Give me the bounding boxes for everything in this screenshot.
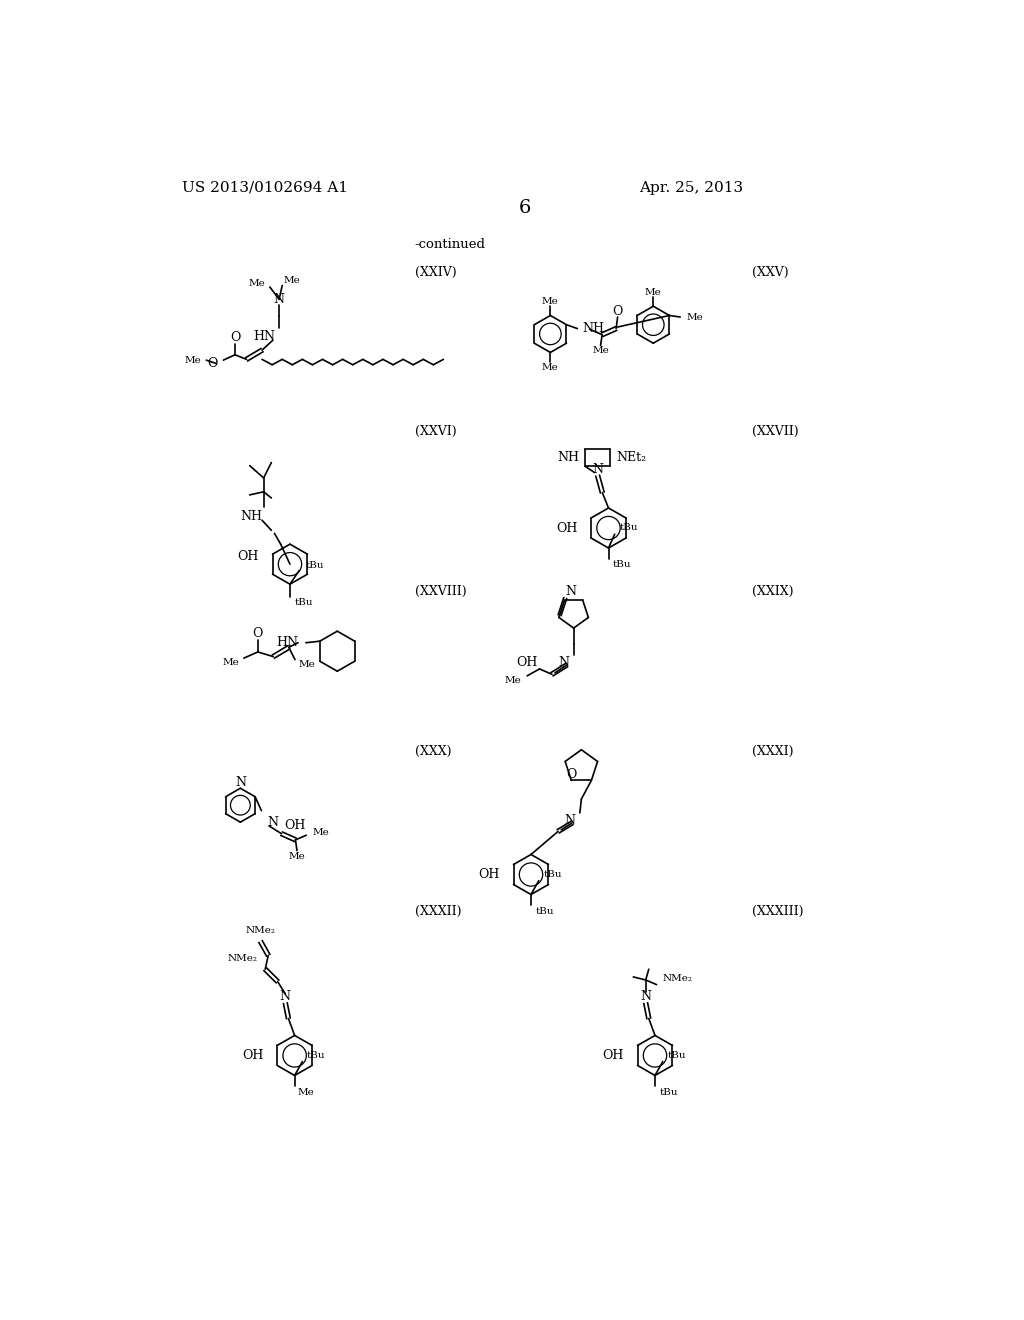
- Text: Me: Me: [298, 660, 314, 669]
- Text: (XXX): (XXX): [415, 744, 452, 758]
- Text: tBu: tBu: [668, 1051, 686, 1060]
- Text: (XXVI): (XXVI): [415, 425, 457, 438]
- Text: NH: NH: [582, 322, 604, 335]
- Text: Me: Me: [185, 355, 202, 364]
- Text: tBu: tBu: [305, 561, 324, 570]
- Text: 6: 6: [518, 199, 531, 218]
- Text: (XXV): (XXV): [752, 265, 788, 279]
- Text: Me: Me: [312, 828, 330, 837]
- Text: O: O: [253, 627, 263, 640]
- Text: O: O: [612, 305, 623, 318]
- Text: (XXXIII): (XXXIII): [752, 906, 804, 917]
- Text: Me: Me: [298, 1088, 314, 1097]
- Text: NH: NH: [240, 510, 262, 523]
- Text: Me: Me: [284, 276, 300, 285]
- Text: Me: Me: [645, 288, 662, 297]
- Text: N: N: [234, 776, 246, 788]
- Text: NH: NH: [557, 451, 579, 465]
- Text: OH: OH: [603, 1049, 624, 1063]
- Text: OH: OH: [516, 656, 538, 669]
- Text: (XXVII): (XXVII): [752, 425, 799, 438]
- Text: tBu: tBu: [295, 598, 313, 607]
- Text: NMe₂: NMe₂: [227, 954, 257, 962]
- Text: Apr. 25, 2013: Apr. 25, 2013: [640, 181, 743, 194]
- Text: tBu: tBu: [613, 561, 632, 569]
- Text: Me: Me: [686, 313, 703, 322]
- Text: (XXIX): (XXIX): [752, 585, 794, 598]
- Text: Me: Me: [542, 363, 559, 371]
- Text: N: N: [640, 990, 651, 1003]
- Text: OH: OH: [238, 550, 259, 564]
- Text: US 2013/0102694 A1: US 2013/0102694 A1: [182, 181, 348, 194]
- Text: N: N: [565, 585, 577, 598]
- Text: (XXXI): (XXXI): [752, 744, 794, 758]
- Text: N: N: [592, 463, 603, 477]
- Text: Me: Me: [249, 279, 265, 288]
- Text: N: N: [273, 293, 285, 306]
- Text: NMe₂: NMe₂: [246, 927, 275, 935]
- Text: OH: OH: [285, 820, 306, 833]
- Text: (XXVIII): (XXVIII): [415, 585, 466, 598]
- Text: OH: OH: [556, 521, 578, 535]
- Text: N: N: [267, 816, 279, 829]
- Text: Me: Me: [289, 853, 305, 861]
- Text: (XXIV): (XXIV): [415, 265, 457, 279]
- Text: (XXXII): (XXXII): [415, 906, 461, 917]
- Text: NMe₂: NMe₂: [663, 974, 693, 983]
- Text: Me: Me: [504, 676, 521, 685]
- Text: -continued: -continued: [415, 238, 485, 251]
- Text: OH: OH: [243, 1049, 263, 1063]
- Text: N: N: [564, 814, 575, 828]
- Text: NEt₂: NEt₂: [616, 451, 646, 465]
- Text: tBu: tBu: [659, 1088, 678, 1097]
- Text: tBu: tBu: [536, 907, 554, 916]
- Text: HN: HN: [253, 330, 275, 343]
- Text: tBu: tBu: [620, 524, 638, 532]
- Text: O: O: [566, 768, 577, 780]
- Text: N: N: [280, 990, 291, 1003]
- Text: Me: Me: [222, 659, 240, 667]
- Text: N: N: [559, 656, 569, 669]
- Text: HN: HN: [276, 636, 298, 649]
- Text: O: O: [229, 331, 241, 345]
- Text: tBu: tBu: [307, 1051, 326, 1060]
- Text: OH: OH: [478, 869, 500, 880]
- Text: Me: Me: [592, 346, 609, 355]
- Text: tBu: tBu: [544, 870, 562, 879]
- Text: Me: Me: [542, 297, 559, 306]
- Text: O: O: [208, 356, 218, 370]
